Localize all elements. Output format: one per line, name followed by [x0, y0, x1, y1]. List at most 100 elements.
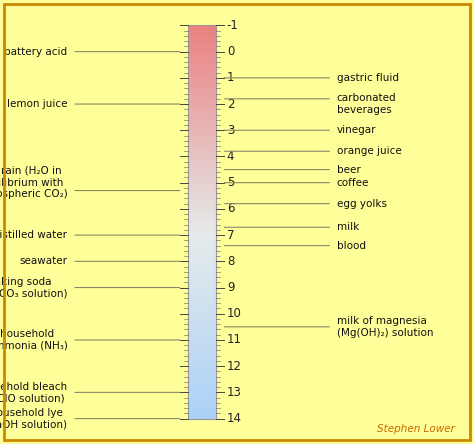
Bar — [188, 228, 216, 229]
Bar — [188, 176, 216, 177]
Bar — [188, 78, 216, 79]
Bar — [188, 198, 216, 199]
Bar — [188, 113, 216, 114]
Bar — [188, 415, 216, 416]
Bar — [188, 396, 216, 397]
Bar — [188, 275, 216, 276]
Bar — [188, 306, 216, 308]
Bar — [188, 343, 216, 344]
Bar — [188, 277, 216, 278]
Bar — [188, 217, 216, 218]
Bar — [188, 193, 216, 194]
Bar — [188, 331, 216, 332]
Bar — [188, 289, 216, 290]
Bar — [188, 309, 216, 310]
Bar — [188, 394, 216, 395]
Text: -1: -1 — [227, 19, 238, 32]
Bar — [188, 411, 216, 412]
Bar — [188, 209, 216, 210]
Bar — [188, 374, 216, 375]
Text: freshly distilled water: freshly distilled water — [0, 230, 67, 240]
Bar — [188, 141, 216, 143]
Bar — [188, 106, 216, 107]
Bar — [188, 117, 216, 118]
Bar — [188, 159, 216, 160]
Bar — [188, 329, 216, 330]
Bar — [188, 80, 216, 81]
Bar — [188, 104, 216, 105]
Bar — [188, 323, 216, 324]
Bar — [188, 34, 216, 35]
Bar — [188, 102, 216, 103]
Bar — [188, 295, 216, 296]
Bar — [188, 292, 216, 293]
Bar — [188, 138, 216, 139]
Bar — [188, 26, 216, 28]
Bar — [188, 116, 216, 117]
Bar — [188, 72, 216, 74]
Bar — [188, 327, 216, 328]
Bar — [188, 404, 216, 405]
Bar — [188, 406, 216, 407]
Bar — [188, 168, 216, 169]
Bar — [188, 414, 216, 415]
Bar — [188, 390, 216, 391]
Bar — [188, 256, 216, 258]
Bar — [188, 305, 216, 306]
Bar — [188, 284, 216, 285]
Text: Stephen Lower: Stephen Lower — [377, 424, 456, 434]
Bar — [188, 98, 216, 99]
Bar — [188, 319, 216, 320]
Bar — [188, 230, 216, 231]
Bar — [188, 348, 216, 349]
Bar — [188, 333, 216, 334]
Bar — [188, 87, 216, 88]
Bar — [188, 311, 216, 313]
Bar — [188, 294, 216, 295]
Bar — [188, 301, 216, 303]
Bar — [188, 287, 216, 288]
Bar — [188, 264, 216, 265]
Bar — [188, 136, 216, 138]
Bar — [188, 392, 216, 393]
Bar — [188, 174, 216, 175]
Bar — [188, 355, 216, 356]
Text: 7: 7 — [227, 229, 234, 242]
Bar — [188, 59, 216, 60]
Bar — [188, 238, 216, 239]
Bar — [188, 271, 216, 272]
Text: orange juice: orange juice — [337, 146, 401, 156]
Bar — [188, 156, 216, 157]
Bar — [188, 112, 216, 113]
Bar — [188, 254, 216, 255]
Text: household lye
(NaOH solution): household lye (NaOH solution) — [0, 408, 67, 429]
Bar — [188, 318, 216, 319]
Bar — [188, 161, 216, 162]
Bar — [188, 127, 216, 129]
Bar — [188, 133, 216, 134]
Bar — [188, 110, 216, 111]
Bar — [188, 345, 216, 346]
Bar — [188, 155, 216, 156]
Bar — [188, 377, 216, 378]
Bar — [188, 108, 216, 109]
Bar — [188, 285, 216, 286]
Bar — [188, 97, 216, 98]
Bar — [188, 363, 216, 364]
Bar — [188, 166, 216, 167]
Bar — [188, 383, 216, 384]
Bar — [188, 403, 216, 404]
Bar — [188, 324, 216, 325]
Text: coffee: coffee — [337, 178, 369, 188]
Bar — [188, 314, 216, 315]
Bar — [188, 242, 216, 244]
Bar — [188, 35, 216, 36]
Bar — [188, 360, 216, 361]
Bar — [188, 165, 216, 166]
Bar — [188, 304, 216, 305]
Bar — [188, 191, 216, 193]
Text: 9: 9 — [227, 281, 234, 294]
Bar — [188, 241, 216, 242]
Bar — [188, 315, 216, 317]
Bar — [188, 96, 216, 97]
